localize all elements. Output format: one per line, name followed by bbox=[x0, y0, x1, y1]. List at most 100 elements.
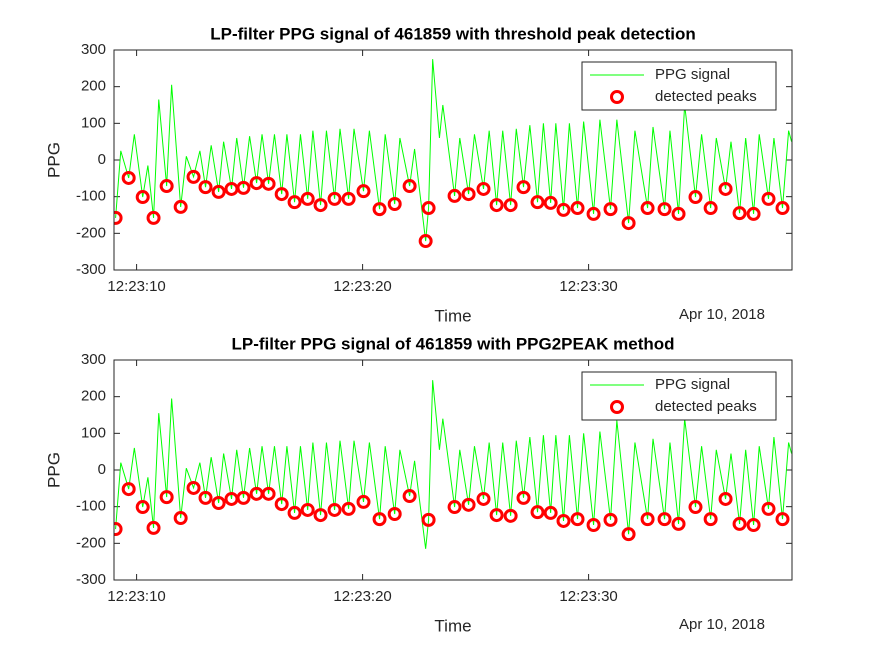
peak-marker bbox=[516, 180, 531, 195]
peak-marker bbox=[198, 180, 213, 195]
peak-marker bbox=[387, 197, 402, 211]
peak-marker bbox=[372, 202, 387, 217]
y-tick-label: 100 bbox=[81, 424, 106, 441]
peak-marker bbox=[503, 198, 518, 213]
peak-marker bbox=[418, 234, 433, 249]
peak-marker bbox=[461, 187, 476, 202]
peak-marker bbox=[447, 500, 462, 515]
peak-marker bbox=[640, 512, 655, 527]
peak-marker bbox=[640, 201, 655, 216]
chart-title: LP-filter PPG signal of 461859 with PPG2… bbox=[231, 334, 674, 353]
peak-marker bbox=[287, 195, 302, 210]
y-axis-label: PPG bbox=[44, 142, 63, 178]
peak-marker bbox=[476, 491, 491, 506]
peak-marker bbox=[556, 202, 571, 217]
y-tick-label: -300 bbox=[76, 261, 106, 278]
peak-marker bbox=[421, 512, 436, 527]
x-tick-label: 12:23:10 bbox=[107, 588, 165, 605]
peak-marker bbox=[761, 501, 776, 516]
y-tick-label: 300 bbox=[81, 41, 106, 58]
plot-content bbox=[114, 59, 792, 249]
peak-marker bbox=[135, 500, 150, 515]
axes-box bbox=[113, 359, 793, 581]
peak-marker bbox=[173, 511, 188, 526]
peak-marker bbox=[146, 210, 161, 225]
peak-marker bbox=[211, 496, 226, 510]
y-tick-label: 0 bbox=[98, 151, 106, 168]
peak-marker bbox=[657, 512, 672, 527]
peak-marker bbox=[402, 179, 417, 194]
y-tick-label: 200 bbox=[81, 388, 106, 405]
x-tick-label: 12:23:20 bbox=[333, 278, 391, 295]
y-tick-label: 300 bbox=[81, 351, 106, 368]
peak-marker bbox=[556, 513, 571, 528]
peak-marker bbox=[274, 187, 289, 202]
peak-marker bbox=[621, 216, 636, 231]
peak-marker bbox=[387, 507, 402, 521]
y-tick-label: 200 bbox=[81, 78, 106, 95]
chart-title: LP-filter PPG signal of 461859 with thre… bbox=[210, 24, 696, 43]
peak-marker bbox=[287, 505, 302, 520]
plot-content bbox=[114, 380, 792, 549]
peak-marker bbox=[489, 198, 504, 213]
peak-marker bbox=[516, 490, 531, 505]
peak-marker bbox=[313, 198, 328, 213]
peak-marker bbox=[186, 480, 201, 495]
peak-marker bbox=[543, 195, 558, 210]
peak-marker bbox=[274, 497, 289, 512]
peak-marker bbox=[586, 518, 601, 532]
peak-marker bbox=[603, 202, 618, 217]
x-tick-label: 12:23:30 bbox=[559, 278, 617, 295]
ppg-line bbox=[115, 380, 792, 549]
peak-marker bbox=[146, 520, 161, 535]
x-axis-label: Time bbox=[434, 616, 471, 635]
axes-box bbox=[113, 49, 793, 271]
peak-marker bbox=[503, 508, 518, 523]
peak-marker bbox=[621, 527, 636, 542]
peak-marker bbox=[421, 201, 436, 216]
peak-marker bbox=[530, 195, 545, 210]
peak-marker bbox=[543, 505, 558, 520]
peak-marker bbox=[718, 491, 733, 506]
peak-marker bbox=[732, 516, 747, 531]
peak-marker bbox=[135, 190, 150, 205]
peak-marker bbox=[313, 508, 328, 523]
peak-marker bbox=[186, 169, 201, 184]
peak-marker bbox=[489, 508, 504, 523]
peak-marker bbox=[261, 176, 276, 191]
peak-marker bbox=[775, 201, 790, 216]
peak-marker bbox=[718, 181, 733, 196]
peak-marker bbox=[761, 191, 776, 206]
peak-marker bbox=[356, 494, 371, 509]
legend-label: detected peaks bbox=[655, 88, 757, 105]
peak-marker bbox=[341, 191, 356, 206]
peak-marker bbox=[300, 191, 315, 206]
peak-marker bbox=[570, 512, 585, 527]
peak-marker bbox=[688, 500, 703, 515]
peak-marker bbox=[341, 501, 356, 516]
date-label: Apr 10, 2018 bbox=[679, 306, 765, 323]
peak-marker bbox=[211, 184, 226, 199]
x-tick-label: 12:23:10 bbox=[107, 278, 165, 295]
x-tick-label: 12:23:30 bbox=[559, 588, 617, 605]
peak-marker bbox=[671, 516, 686, 531]
peak-marker bbox=[775, 512, 790, 527]
peak-marker bbox=[732, 206, 747, 221]
y-tick-label: -200 bbox=[76, 534, 106, 551]
peak-marker bbox=[586, 206, 601, 221]
peak-marker bbox=[121, 482, 136, 497]
peak-marker bbox=[327, 191, 342, 206]
y-tick-label: 100 bbox=[81, 114, 106, 131]
peak-marker bbox=[703, 512, 718, 527]
peak-marker bbox=[236, 490, 251, 505]
peak-marker bbox=[603, 512, 618, 527]
peak-marker bbox=[114, 522, 123, 537]
y-tick-label: -300 bbox=[76, 571, 106, 588]
peak-marker bbox=[746, 206, 761, 221]
peak-marker bbox=[114, 210, 123, 225]
y-tick-label: -100 bbox=[76, 188, 106, 205]
peak-marker bbox=[159, 179, 174, 194]
peak-marker bbox=[300, 502, 315, 517]
peak-marker bbox=[356, 184, 371, 199]
